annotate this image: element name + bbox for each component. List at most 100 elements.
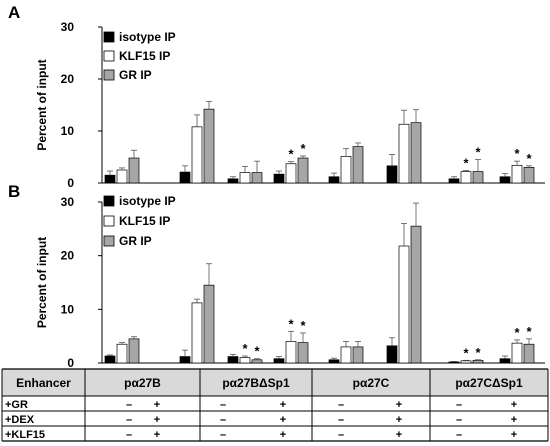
table-cell-sign: + (396, 414, 402, 426)
table-cell-sign: – (338, 429, 344, 441)
bar (273, 358, 285, 364)
y-tick-label: 0 (67, 356, 74, 370)
bar (251, 359, 263, 364)
table-cell-sign: + (396, 429, 402, 441)
bar (386, 165, 398, 184)
table-cell-sign: + (280, 399, 286, 411)
legend-swatch (103, 195, 115, 207)
bar (410, 225, 422, 364)
table-cell-sign: + (154, 429, 160, 441)
legend-swatch (103, 235, 115, 247)
bar (285, 341, 297, 364)
bar (328, 176, 340, 184)
bar (239, 357, 251, 364)
legend-label: isotype IP (119, 194, 176, 208)
table-cell-sign: – (126, 414, 132, 426)
y-tick-label: 30 (61, 20, 75, 34)
panel-letter: A (8, 3, 20, 22)
bar (251, 172, 263, 184)
legend-label: KLF15 IP (119, 214, 170, 228)
legend-label: GR IP (119, 234, 152, 248)
legend-label: isotype IP (119, 30, 176, 44)
table-cell-sign: – (338, 399, 344, 411)
bar (328, 359, 340, 364)
table-cell-sign: + (396, 399, 402, 411)
bar (410, 122, 422, 184)
condition-table: Enhancer pα27B pα27BΔSp1 pα27C pα27CΔSp1 +GR –… (1, 368, 549, 442)
bar (273, 173, 285, 184)
bar (239, 172, 251, 184)
table-cell-sign: + (511, 414, 517, 426)
table-cell-sign: – (456, 414, 462, 426)
significance-star: * (242, 341, 248, 356)
y-tick-label: 10 (61, 124, 75, 138)
panel-a: A Percent of input 0 10 20 30 isotype IP KLF15 … (8, 3, 545, 190)
bar (179, 171, 191, 184)
table-cell-sign: – (126, 399, 132, 411)
significance-star: * (288, 147, 294, 162)
table-cell-sign: + (154, 399, 160, 411)
bar (128, 338, 140, 364)
bar (191, 126, 203, 184)
significance-star: * (300, 141, 306, 156)
table-enhancer-name: pα27B (124, 376, 161, 390)
bar (352, 346, 364, 364)
significance-star: * (526, 324, 532, 339)
bar (203, 284, 215, 364)
bar (297, 157, 309, 184)
bar (499, 358, 511, 364)
table-enhancer-name: pα27C (353, 376, 390, 390)
bar (227, 356, 239, 364)
table-enhancer-name: pα27BΔSp1 (222, 376, 290, 390)
legend-label: GR IP (119, 68, 152, 82)
panel-letter: B (8, 182, 20, 201)
bar (472, 171, 484, 184)
legend-swatch (103, 31, 115, 43)
bar (398, 245, 410, 364)
legend-swatch (103, 69, 115, 81)
significance-star: * (514, 325, 520, 340)
bar (340, 346, 352, 364)
significance-star: * (475, 145, 481, 160)
table-header-bg (2, 369, 548, 396)
significance-star: * (288, 316, 294, 331)
bar (104, 355, 116, 364)
significance-star: * (254, 344, 260, 359)
table-cell-sign: – (220, 429, 226, 441)
bar (128, 157, 140, 184)
bar (340, 156, 352, 184)
table-cell-sign: + (280, 414, 286, 426)
bar (227, 178, 239, 184)
table-cell-sign: + (511, 429, 517, 441)
bar (460, 360, 472, 364)
bar (472, 359, 484, 364)
table-cell-sign: + (280, 429, 286, 441)
bar (448, 178, 460, 184)
significance-star: * (463, 156, 469, 171)
y-tick-label: 0 (67, 176, 74, 190)
significance-star: * (300, 318, 306, 333)
table-enhancer-name: pα27CΔSp1 (455, 376, 523, 390)
table-cell-sign: – (456, 429, 462, 441)
table-cell-sign: – (220, 399, 226, 411)
bar (191, 302, 203, 364)
bar (297, 342, 309, 364)
bar (285, 163, 297, 184)
significance-star: * (463, 345, 469, 360)
bar (116, 169, 128, 184)
bar (104, 174, 116, 184)
significance-star: * (514, 146, 520, 161)
table-cell-sign: – (456, 399, 462, 411)
bar (523, 343, 535, 364)
legend-label: KLF15 IP (119, 49, 170, 63)
y-axis-label: Percent of input (35, 237, 49, 328)
y-tick-label: 20 (61, 249, 75, 263)
table-cell-sign: – (126, 429, 132, 441)
bar (511, 342, 523, 364)
bar (460, 171, 472, 184)
y-tick-label: 30 (61, 195, 75, 209)
bar (203, 108, 215, 184)
bar (352, 146, 364, 184)
table-cell-sign: – (220, 414, 226, 426)
